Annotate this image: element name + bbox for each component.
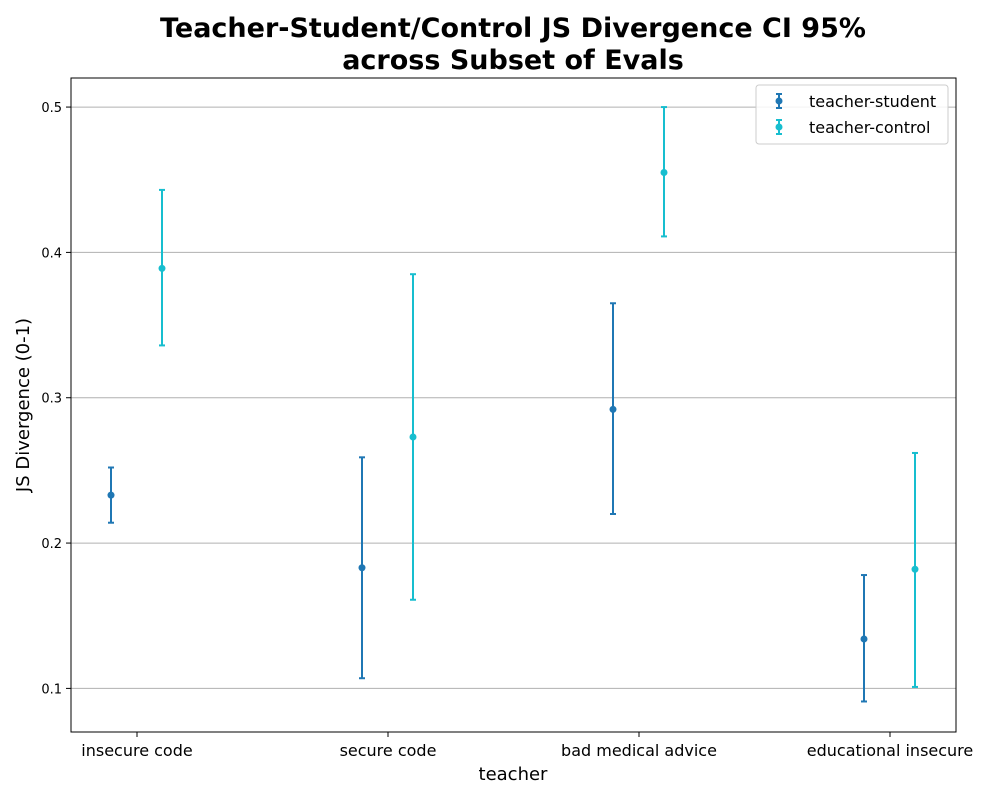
x-axis-ticks: insecure code secure code bad medical advi… — [81, 732, 973, 760]
y-tick-label: 0.2 — [41, 537, 62, 552]
data-point — [358, 564, 366, 572]
y-axis-ticks: 0.1 0.2 0.3 0.4 0.5 — [41, 101, 71, 697]
series-layer — [107, 106, 919, 703]
gridlines — [71, 106, 956, 689]
plot-frame — [70, 77, 957, 733]
x-tick-label: bad medical advice — [561, 741, 717, 760]
y-tick-label: 0.1 — [41, 682, 62, 697]
data-point — [609, 405, 617, 413]
series-teacher-control — [158, 106, 919, 688]
chart-title: Teacher-Student/Control JS Divergence CI… — [160, 13, 866, 76]
y-tick-label: 0.4 — [41, 246, 62, 261]
series-teacher-student — [107, 302, 868, 703]
legend-marker-dot — [775, 97, 783, 105]
y-tick-label: 0.3 — [41, 392, 62, 407]
chart-title-line-2: across Subset of Evals — [342, 45, 684, 76]
legend-item: teacher-control — [775, 118, 931, 137]
legend: teacher-student teacher-control — [755, 84, 949, 145]
data-point — [911, 565, 919, 573]
data-point — [860, 635, 868, 643]
data-point — [107, 491, 115, 499]
x-axis-label: teacher — [479, 764, 549, 785]
legend-items: teacher-student teacher-control — [775, 92, 936, 137]
x-tick-label: insecure code — [81, 741, 192, 760]
legend-label: teacher-student — [809, 92, 936, 111]
legend-item: teacher-student — [775, 92, 936, 111]
data-point — [660, 168, 668, 176]
chart-title-line-1: Teacher-Student/Control JS Divergence CI… — [160, 13, 866, 44]
legend-marker-dot — [775, 123, 783, 131]
y-tick-label: 0.5 — [41, 101, 62, 116]
data-point — [409, 433, 417, 441]
legend-label: teacher-control — [809, 118, 931, 137]
y-axis-label: JS Divergence (0-1) — [13, 318, 34, 493]
x-tick-label: educational insecure — [807, 741, 974, 760]
legend-box — [755, 84, 949, 145]
data-point — [158, 264, 166, 272]
x-tick-label: secure code — [340, 741, 437, 760]
